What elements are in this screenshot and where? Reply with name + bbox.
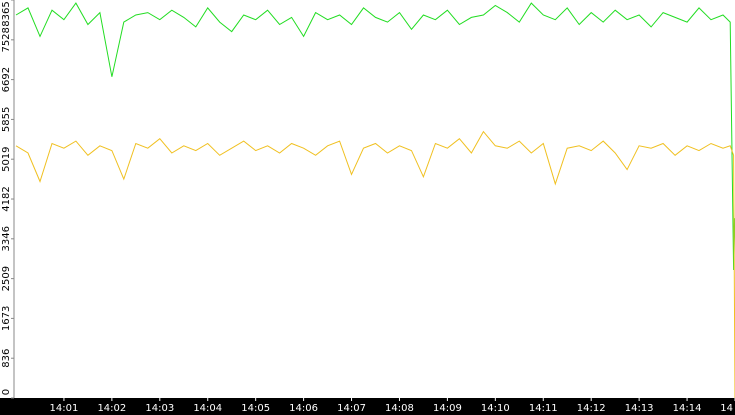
y-tick-label: 836	[1, 349, 12, 368]
x-tick-label: 14:12	[577, 403, 606, 414]
x-axis-band	[0, 398, 735, 415]
y-tick-label: 7528	[1, 27, 12, 52]
series-line	[15, 130, 735, 399]
y-tick-label: 0	[1, 389, 12, 395]
x-tick-label: 14:10	[481, 403, 510, 414]
x-tick-label: 14:02	[97, 403, 126, 414]
y-tick-label: 8365	[1, 1, 12, 26]
x-tick-label: 14:09	[433, 403, 462, 414]
y-tick-label: 5019	[1, 146, 12, 171]
x-tick-label: 14:08	[385, 403, 414, 414]
x-tick-label: 14	[720, 403, 733, 414]
x-tick-label: 14:03	[145, 403, 174, 414]
x-tick-label: 14:04	[193, 403, 222, 414]
x-tick-label: 14:14	[673, 403, 702, 414]
x-tick-label: 14:05	[241, 403, 270, 414]
y-tick-label: 4182	[1, 186, 12, 211]
x-tick-label: 14:06	[289, 403, 318, 414]
x-tick-label: 14:13	[625, 403, 654, 414]
x-tick-label: 14:11	[529, 403, 558, 414]
x-tick-label: 14:01	[50, 403, 79, 414]
x-tick-label: 14:07	[337, 403, 366, 414]
y-tick-label: 6692	[1, 67, 12, 92]
y-tick-label: 1673	[1, 306, 12, 331]
y-tick-label: 3346	[1, 226, 12, 251]
series-line	[15, 2, 735, 271]
y-tick-label: 5855	[1, 107, 12, 132]
y-tick-label: 2509	[1, 266, 12, 291]
